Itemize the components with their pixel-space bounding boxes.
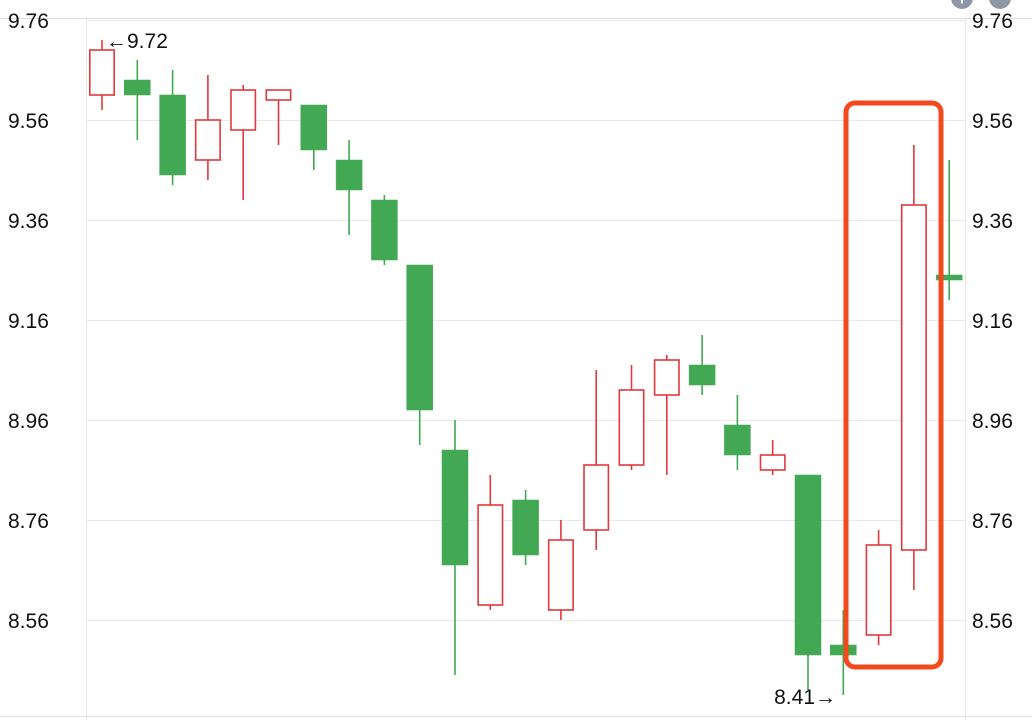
candle (759, 440, 786, 475)
candle-body (89, 49, 116, 96)
candle-body (935, 274, 963, 281)
candle (688, 335, 716, 395)
y-tick-label-left: 9.76 (8, 10, 49, 33)
candle (830, 610, 857, 695)
candle-body (335, 159, 363, 191)
y-tick-label-right: 9.76 (972, 10, 1013, 33)
zoom-in-icon (951, 0, 973, 9)
candle (406, 264, 433, 445)
candle-body (512, 499, 539, 556)
y-tick-label-right: 8.96 (972, 410, 1013, 433)
candle (194, 75, 221, 180)
candle-body (794, 474, 822, 656)
zoom-controls: + − (951, 0, 1011, 9)
zoom-in-symbol: + (957, 0, 968, 9)
candle-body (477, 504, 504, 606)
candle (441, 420, 469, 675)
candle (653, 355, 680, 475)
candle-body (724, 424, 751, 456)
candle (124, 60, 151, 140)
candle-body (583, 464, 610, 531)
candle-body (830, 644, 857, 656)
candle (900, 145, 927, 590)
highlight-box (843, 100, 944, 670)
min-price-label: 8.41→ (774, 686, 836, 709)
y-axis-left: 9.76 9.56 9.36 9.16 8.96 8.76 8.56 (8, 10, 49, 633)
candle (300, 104, 328, 170)
candle (230, 85, 257, 200)
y-tick-label-left: 8.56 (8, 610, 49, 633)
candle-body (618, 389, 645, 466)
zoom-in-button[interactable]: + (951, 0, 973, 9)
candle-body (406, 264, 433, 411)
candle (265, 89, 292, 145)
y-tick-label-left: 9.36 (8, 210, 49, 233)
y-tick-label-left: 9.56 (8, 110, 49, 133)
candle-body (371, 199, 398, 261)
y-axis-right: 9.76 9.56 9.36 9.16 8.96 8.76 8.56 (972, 10, 1013, 633)
candle (618, 365, 645, 470)
y-tick-label-right: 9.36 (972, 210, 1013, 233)
y-tick-label-right: 8.76 (972, 510, 1013, 533)
candle-body (300, 104, 328, 151)
candle (865, 530, 892, 645)
candle (159, 70, 186, 185)
y-tick-label-left: 8.96 (8, 410, 49, 433)
candle-body (265, 89, 292, 101)
candle (794, 474, 822, 690)
annotation-layer: ←9.72 8.41→ (106, 30, 836, 709)
y-tick-label-right: 8.56 (972, 610, 1013, 633)
candle (477, 475, 504, 610)
candle-body (653, 359, 680, 396)
max-price-label: ←9.72 (106, 30, 168, 53)
y-tick-label-left: 9.16 (8, 310, 49, 333)
y-tick-label-right: 9.16 (972, 310, 1013, 333)
candle-body (230, 89, 257, 131)
candle-body (547, 539, 574, 611)
zoom-out-icon (989, 0, 1011, 9)
candle (724, 395, 751, 470)
candle-body (194, 119, 221, 161)
candle-body (865, 544, 892, 636)
candle (935, 160, 963, 300)
candle (89, 40, 116, 110)
candle (371, 195, 398, 265)
candle (547, 520, 574, 620)
candle-body (124, 79, 151, 96)
candle (512, 490, 539, 565)
candles-layer (89, 40, 963, 695)
candle-body (159, 94, 186, 176)
candle-body (441, 449, 469, 566)
y-tick-label-left: 8.76 (8, 510, 49, 533)
candle (335, 140, 363, 235)
candle-body (900, 204, 927, 551)
y-tick-label-right: 9.56 (972, 110, 1013, 133)
candle-body (688, 364, 716, 386)
zoom-out-symbol: − (995, 0, 1006, 9)
zoom-out-button[interactable]: − (989, 0, 1011, 9)
candle-body (759, 454, 786, 471)
candle (583, 370, 610, 550)
